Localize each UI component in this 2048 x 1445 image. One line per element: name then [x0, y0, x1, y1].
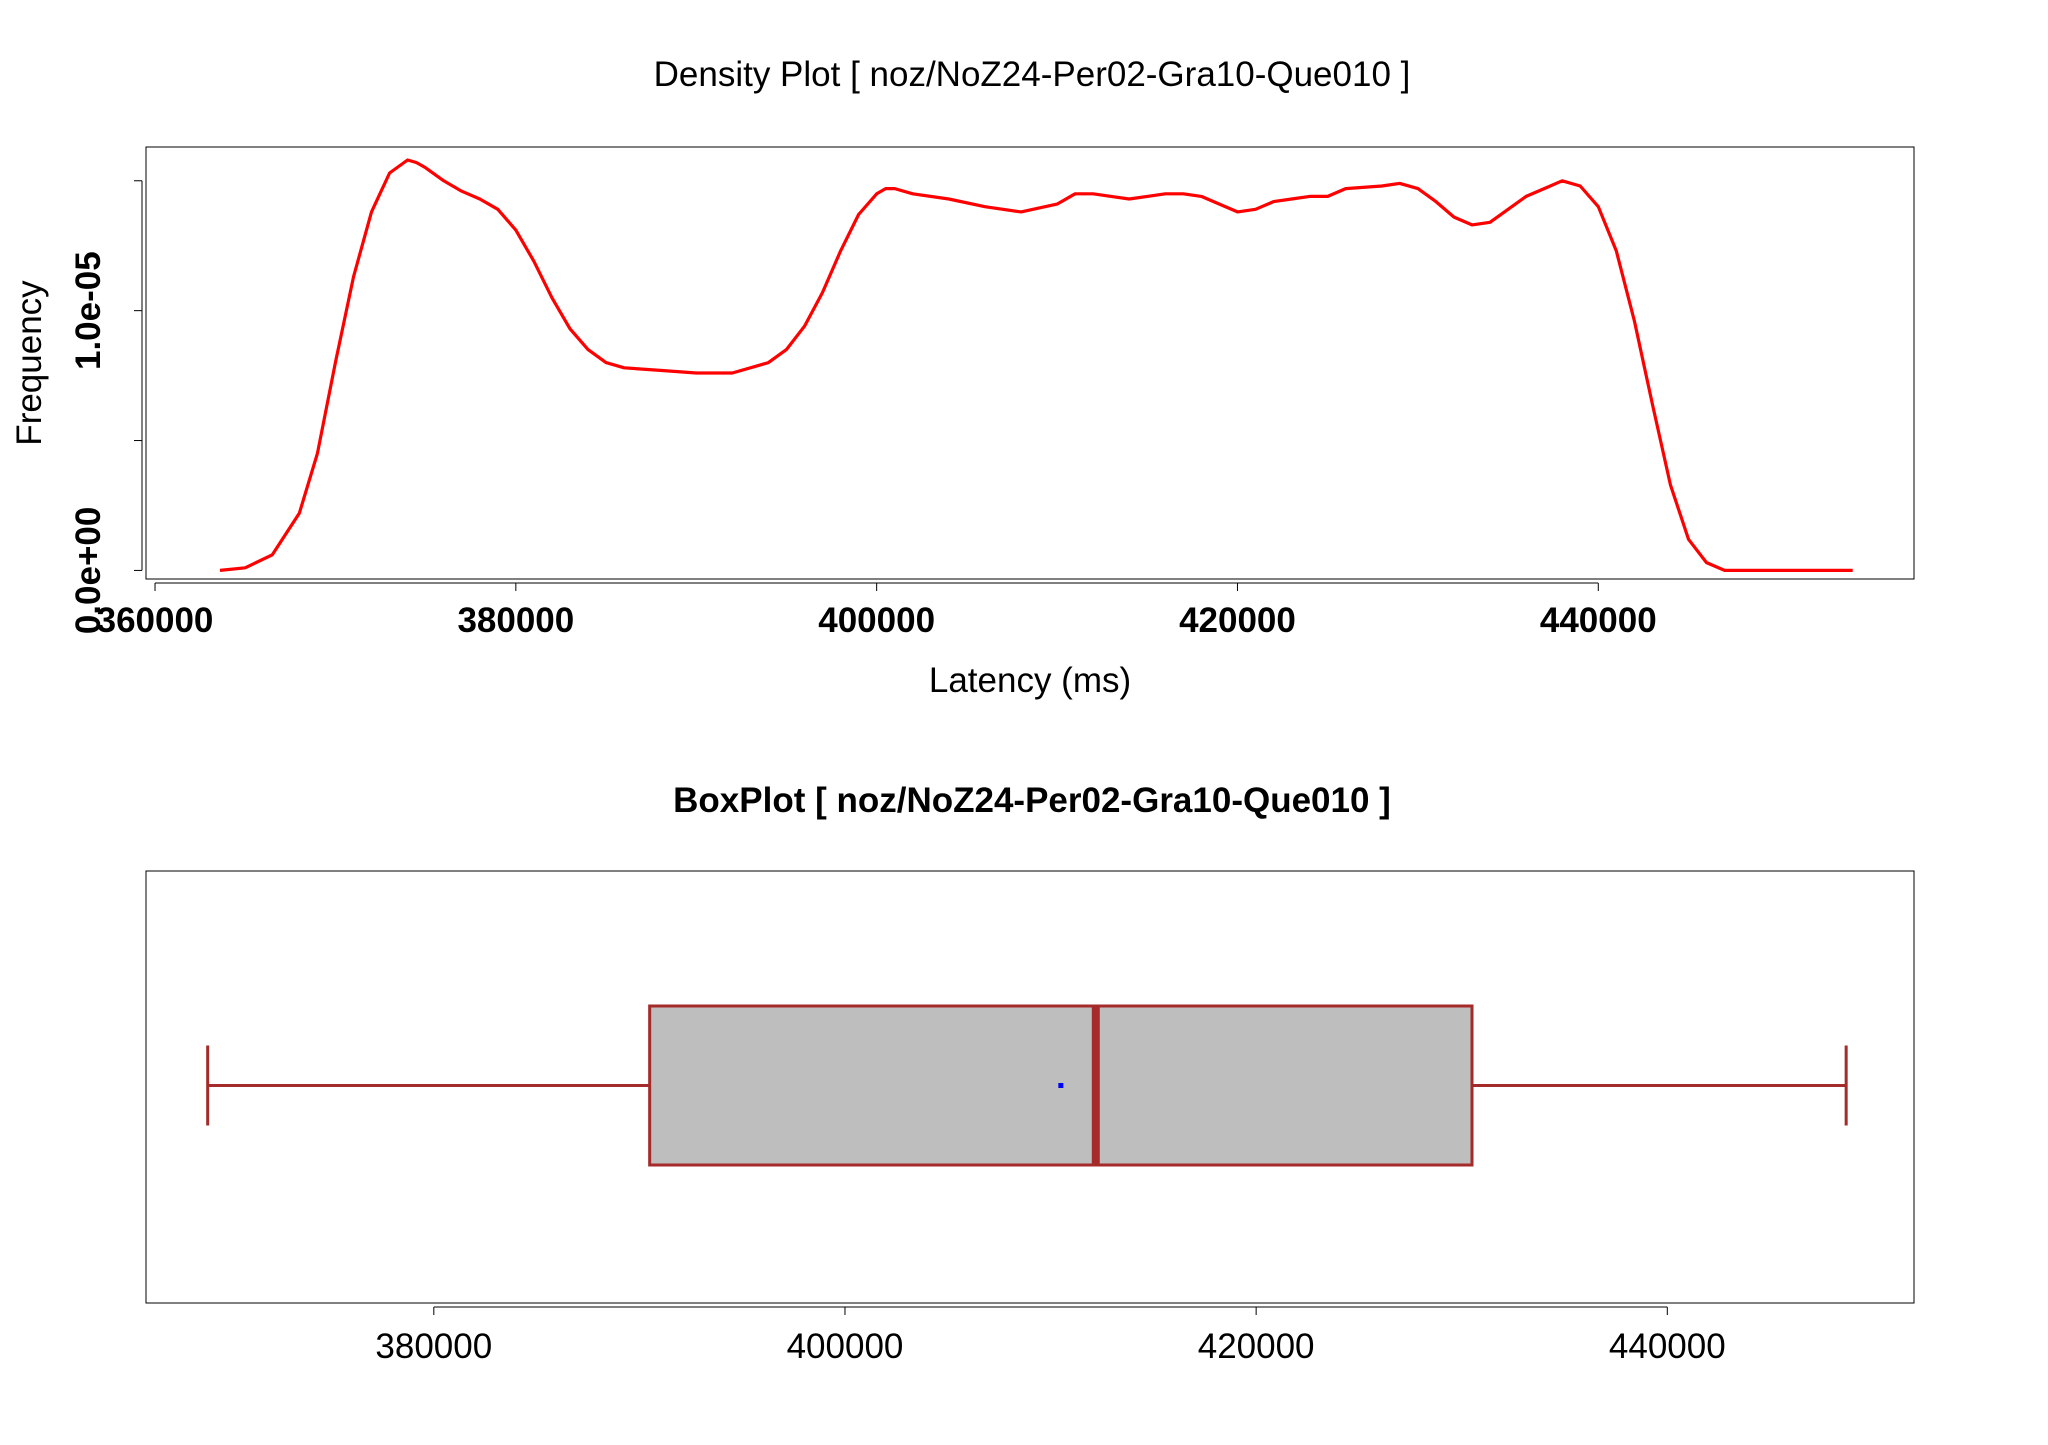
density-plot-title: Density Plot [ noz/NoZ24-Per02-Gra10-Que…	[654, 55, 1411, 94]
box-marks	[206, 1004, 1848, 1167]
density-x-axis: 360000 380000 400000 420000 440000	[97, 582, 1657, 640]
density-y-tick-label: 1.0e-05	[69, 251, 108, 370]
box-plot-frame	[145, 870, 1915, 1304]
density-plot: Density Plot [ noz/NoZ24-Per02-Gra10-Que…	[10, 55, 1915, 700]
box-x-tick-label: 440000	[1609, 1327, 1726, 1366]
box-mean-point	[1058, 1083, 1064, 1088]
density-x-tick-label: 360000	[97, 601, 214, 640]
box-x-tick-label: 380000	[375, 1327, 492, 1366]
box-plot-title: BoxPlot [ noz/NoZ24-Per02-Gra10-Que010 ]	[673, 781, 1391, 820]
density-y-axis: 0.0e+00 1.0e-05	[69, 180, 143, 635]
density-y-axis-label: Frequency	[10, 280, 49, 446]
density-curve	[219, 158, 1853, 572]
density-x-tick-label: 400000	[818, 601, 935, 640]
box-x-tick-label: 400000	[787, 1327, 904, 1366]
density-plot-frame	[145, 146, 1915, 580]
density-x-tick-label: 440000	[1540, 601, 1657, 640]
box-plot: BoxPlot [ noz/NoZ24-Per02-Gra10-Que010 ]…	[145, 781, 1915, 1366]
density-x-tick-label: 380000	[457, 601, 574, 640]
box-x-axis: 380000 400000 420000 440000	[375, 1306, 1726, 1366]
density-y-tick-label: 0.0e+00	[69, 507, 108, 635]
density-x-tick-label: 420000	[1179, 601, 1296, 640]
box-x-tick-label: 420000	[1198, 1327, 1315, 1366]
density-x-axis-label: Latency (ms)	[929, 661, 1131, 700]
